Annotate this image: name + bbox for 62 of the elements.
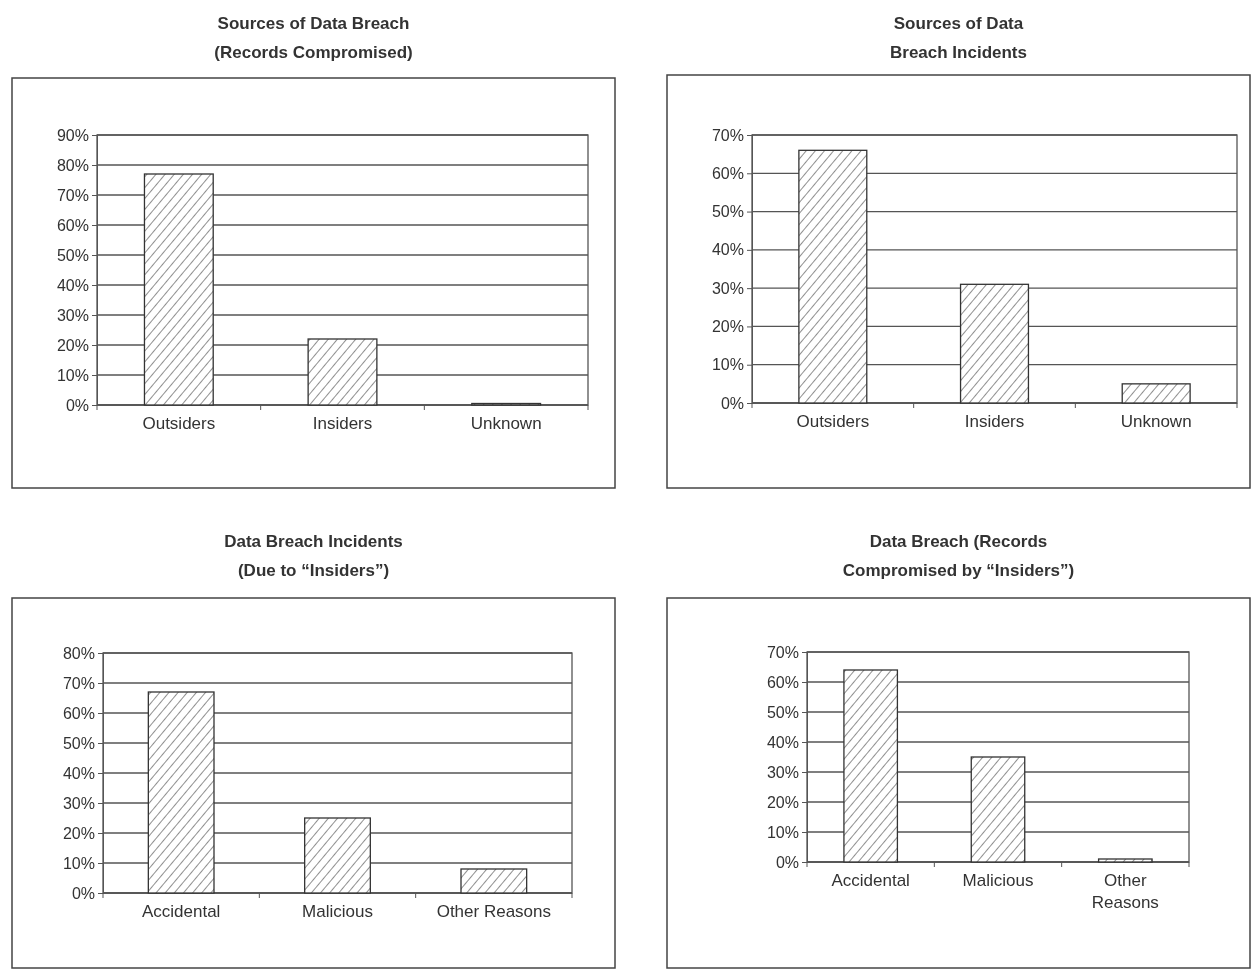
y-tick-label: 50% (766, 703, 799, 721)
x-tick-label: Other Reasons (1091, 871, 1159, 913)
y-tick-label: 30% (766, 763, 799, 781)
x-tick-label: Outsiders (796, 412, 870, 431)
bar (798, 149, 868, 404)
x-tick-label: Malicious (302, 902, 373, 921)
bar (959, 283, 1030, 404)
bar (1097, 858, 1153, 863)
x-tick-label: Malicious (962, 871, 1034, 890)
y-tick-label: 40% (56, 276, 89, 294)
y-tick-label: 40% (766, 733, 799, 751)
y-tick-label: 20% (711, 318, 744, 336)
x-tick-label: Other Reasons (436, 902, 552, 921)
x-tick-label: Unknown (470, 414, 542, 433)
x-tick-label: Accidental (141, 902, 221, 921)
bar (460, 868, 528, 894)
x-tick-label: Accidental (831, 871, 910, 890)
y-tick-label: 10% (711, 356, 744, 374)
bar (147, 691, 215, 894)
y-tick-label: 80% (56, 156, 89, 174)
y-tick-label: 70% (711, 126, 744, 144)
bar (1121, 383, 1191, 404)
y-tick-label: 70% (62, 674, 95, 692)
y-tick-label: 60% (62, 704, 95, 722)
y-tick-label: 60% (711, 164, 744, 182)
y-tick-label: 10% (56, 366, 89, 384)
y-tick-label: 60% (766, 673, 799, 691)
bar (304, 817, 371, 894)
chart-title: Sources of Data Breach Incidents (890, 13, 1027, 62)
y-tick-label: 10% (62, 854, 95, 872)
chart-title: Data Breach Incidents (Due to “Insiders”) (224, 531, 403, 580)
y-tick-label: 80% (62, 644, 95, 662)
y-tick-label: 30% (62, 794, 95, 812)
y-tick-label: 30% (711, 279, 744, 297)
y-tick-label: 40% (62, 764, 95, 782)
x-tick-label: Outsiders (142, 414, 216, 433)
chart-title: Data Breach (Records Compromised by “Insiders”) (842, 531, 1075, 580)
y-tick-label: 50% (56, 246, 89, 264)
y-tick-label: 0% (720, 394, 744, 412)
chart-title: Sources of Data Breach (Records Compromised) (214, 13, 413, 62)
y-tick-label: 50% (62, 734, 95, 752)
y-tick-label: 20% (766, 793, 799, 811)
bar (143, 173, 214, 406)
y-tick-label: 0% (71, 884, 95, 902)
y-tick-label: 90% (56, 126, 89, 144)
y-tick-label: 20% (56, 336, 89, 354)
y-tick-label: 20% (62, 824, 95, 842)
bar (843, 669, 899, 863)
bar (307, 338, 378, 406)
y-tick-label: 60% (56, 216, 89, 234)
y-tick-label: 40% (711, 241, 744, 259)
x-tick-label: Insiders (964, 412, 1025, 431)
y-tick-label: 50% (711, 203, 744, 221)
x-tick-label: Insiders (312, 414, 373, 433)
bar (970, 756, 1026, 863)
y-tick-label: 70% (56, 186, 89, 204)
y-tick-label: 0% (65, 396, 89, 414)
y-tick-label: 10% (766, 823, 799, 841)
y-tick-label: 0% (775, 853, 799, 871)
y-tick-label: 30% (56, 306, 89, 324)
x-tick-label: Unknown (1120, 412, 1192, 431)
y-tick-label: 70% (766, 643, 799, 661)
